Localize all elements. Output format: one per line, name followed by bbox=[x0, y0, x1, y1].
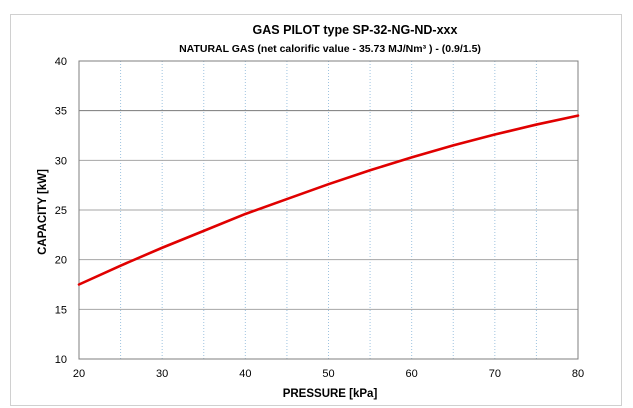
x-tick-label: 40 bbox=[239, 368, 251, 380]
y-tick-label: 40 bbox=[55, 56, 67, 68]
x-axis-label: PRESSURE [kPa] bbox=[283, 388, 378, 400]
y-tick-label: 15 bbox=[55, 304, 67, 316]
chart-title: GAS PILOT type SP-32-NG-ND-xxx bbox=[253, 23, 458, 37]
y-tick-label: 25 bbox=[55, 205, 67, 217]
y-tick-label: 10 bbox=[55, 354, 67, 366]
tick-labels: 20 30 40 50 60 70 80 10 15 20 25 30 35 40 bbox=[55, 56, 584, 380]
series-layer bbox=[77, 114, 580, 286]
y-axis-label: CAPACITY [kW] bbox=[37, 169, 49, 255]
x-tick-label: 50 bbox=[322, 368, 334, 380]
y-tick-label: 30 bbox=[55, 155, 67, 167]
chart-subtitle: NATURAL GAS (net calorific value - 35.73… bbox=[179, 43, 481, 55]
grid bbox=[79, 61, 578, 359]
plot-area-border bbox=[78, 60, 579, 360]
x-tick-label: 30 bbox=[156, 368, 168, 380]
x-tick-label: 60 bbox=[406, 368, 418, 380]
series-line-capacity bbox=[77, 114, 580, 286]
x-tick-label: 70 bbox=[489, 368, 501, 380]
x-tick-label: 20 bbox=[73, 368, 85, 380]
y-tick-label: 20 bbox=[55, 255, 67, 267]
y-tick-label: 35 bbox=[55, 106, 67, 118]
x-tick-label: 80 bbox=[572, 368, 584, 380]
